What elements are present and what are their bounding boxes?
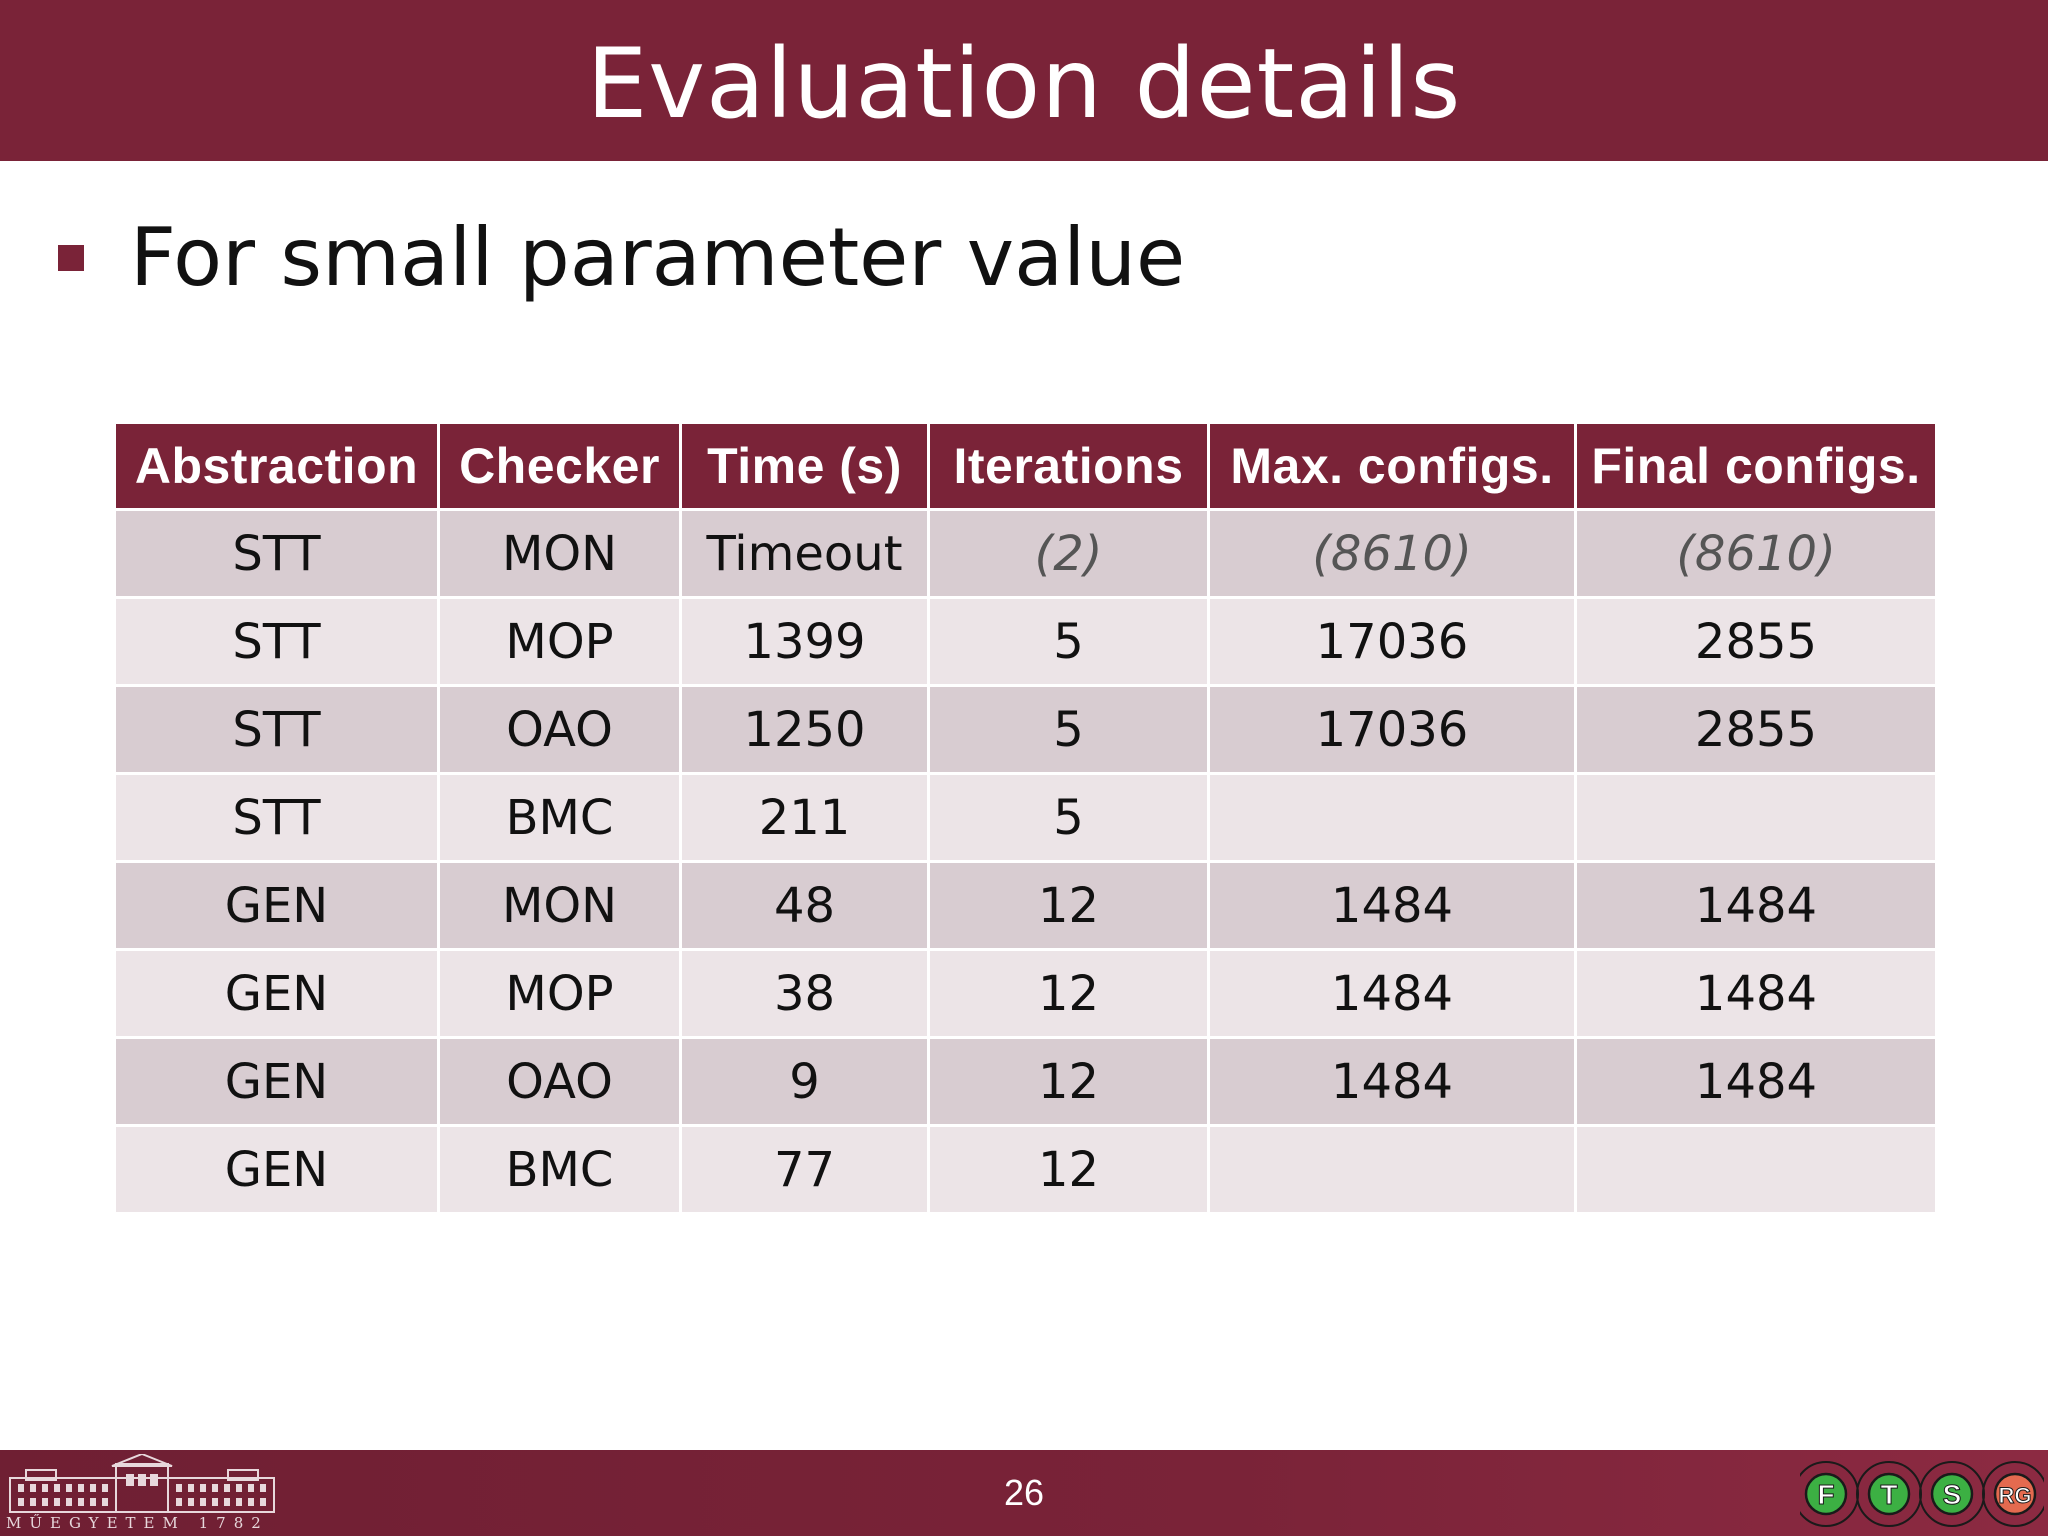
table-cell xyxy=(1574,1124,1938,1215)
table-cell: MON xyxy=(437,860,682,951)
table-header-row: Abstraction Checker Time (s) Iterations … xyxy=(113,421,1938,511)
table-row: STT MOP 1399 5 17036 2855 xyxy=(113,596,1938,687)
table-cell: BMC xyxy=(437,772,682,863)
table-cell: 9 xyxy=(679,1036,930,1127)
table-row: GEN MOP 38 12 1484 1484 xyxy=(113,948,1938,1039)
table-cell: 1484 xyxy=(1574,1036,1938,1127)
logo-letter-f: F xyxy=(1817,1479,1834,1510)
table-cell: 2855 xyxy=(1574,684,1938,775)
table-cell: 1484 xyxy=(1207,948,1577,1039)
table-cell: OAO xyxy=(437,1036,682,1127)
square-bullet-icon xyxy=(58,245,84,271)
table-cell: GEN xyxy=(113,1124,440,1215)
header-max-configs: Max. configs. xyxy=(1207,421,1577,511)
table-cell: 1250 xyxy=(679,684,930,775)
table-cell: 12 xyxy=(927,1124,1210,1215)
table-cell: 5 xyxy=(927,684,1210,775)
table-row: GEN OAO 9 12 1484 1484 xyxy=(113,1036,1938,1127)
logo-letter-rg: RG xyxy=(1999,1483,2032,1508)
table-row: STT BMC 211 5 xyxy=(113,772,1938,863)
logo-letter-t: T xyxy=(1880,1479,1897,1510)
table-cell: STT xyxy=(113,508,440,599)
table-cell: BMC xyxy=(437,1124,682,1215)
title-bar: Evaluation details xyxy=(0,0,2048,161)
page-number: 26 xyxy=(1003,1472,1045,1513)
table-cell: STT xyxy=(113,684,440,775)
table-cell: 77 xyxy=(679,1124,930,1215)
table-cell: MOP xyxy=(437,948,682,1039)
table-cell: 1484 xyxy=(1574,860,1938,951)
table-cell: (8610) xyxy=(1574,508,1938,599)
table-cell: (8610) xyxy=(1207,508,1577,599)
table-row: GEN BMC 77 12 xyxy=(113,1124,1938,1215)
table-row: STT OAO 1250 5 17036 2855 xyxy=(113,684,1938,775)
table-cell: 1484 xyxy=(1207,860,1577,951)
table-cell: 1399 xyxy=(679,596,930,687)
logo-letter-s: S xyxy=(1943,1479,1962,1510)
table-cell: (2) xyxy=(927,508,1210,599)
table-cell: STT xyxy=(113,772,440,863)
table-cell: MOP xyxy=(437,596,682,687)
header-checker: Checker xyxy=(437,421,682,511)
table-cell: 17036 xyxy=(1207,596,1577,687)
bullet-text: For small parameter value xyxy=(130,211,1186,304)
university-building-logo: MŰEGYETEM 1782 xyxy=(6,1452,278,1532)
table-cell: 48 xyxy=(679,860,930,951)
table-cell: 211 xyxy=(679,772,930,863)
table-cell: 38 xyxy=(679,948,930,1039)
ftsrg-logo-icon: F T S RG xyxy=(1793,1461,2048,1527)
footer-bar xyxy=(0,1450,2048,1536)
results-table-wrapper: Abstraction Checker Time (s) Iterations … xyxy=(113,421,1938,1215)
header-time: Time (s) xyxy=(679,421,930,511)
table-cell: GEN xyxy=(113,1036,440,1127)
table-cell xyxy=(1207,1124,1577,1215)
ftsrg-logo: F T S RG xyxy=(1793,1458,2048,1532)
table-cell: 5 xyxy=(927,772,1210,863)
table-cell: MON xyxy=(437,508,682,599)
header-iterations: Iterations xyxy=(927,421,1210,511)
building-icon xyxy=(9,1452,275,1513)
table-cell: GEN xyxy=(113,948,440,1039)
table-cell: 17036 xyxy=(1207,684,1577,775)
table-cell: 12 xyxy=(927,1036,1210,1127)
table-cell: 2855 xyxy=(1574,596,1938,687)
header-final-configs: Final configs. xyxy=(1574,421,1938,511)
slide-title: Evaluation details xyxy=(586,27,1462,140)
university-logo-text: MŰEGYETEM 1782 xyxy=(6,1514,269,1532)
table-cell: 12 xyxy=(927,860,1210,951)
table-row: GEN MON 48 12 1484 1484 xyxy=(113,860,1938,951)
header-abstraction: Abstraction xyxy=(113,421,440,511)
table-cell: Timeout xyxy=(679,508,930,599)
table-cell: OAO xyxy=(437,684,682,775)
bullet-item: For small parameter value xyxy=(58,210,1185,306)
table-cell: 5 xyxy=(927,596,1210,687)
table-row: STT MON Timeout (2) (8610) (8610) xyxy=(113,508,1938,599)
table-cell: 1484 xyxy=(1207,1036,1577,1127)
table-cell xyxy=(1574,772,1938,863)
table-cell xyxy=(1207,772,1577,863)
table-cell: STT xyxy=(113,596,440,687)
results-table: Abstraction Checker Time (s) Iterations … xyxy=(113,421,1938,1215)
table-cell: 1484 xyxy=(1574,948,1938,1039)
table-cell: GEN xyxy=(113,860,440,951)
table-cell: 12 xyxy=(927,948,1210,1039)
